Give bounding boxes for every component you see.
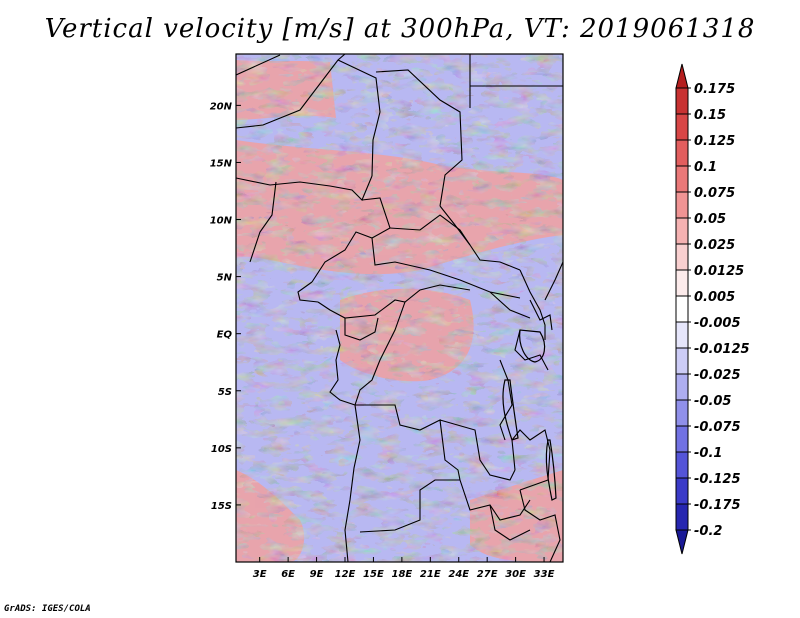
- lon-tick-label: 6E: [281, 569, 295, 580]
- colorbar-box: [675, 113, 689, 141]
- colorbar-label: 0.125: [694, 134, 735, 149]
- colorbar-label: 0.05: [694, 212, 726, 227]
- colorbar-label: -0.075: [694, 420, 741, 435]
- lon-tick-label: 30E: [505, 569, 526, 580]
- lat-tick-label: 15S: [211, 501, 232, 512]
- colorbar-label: 0.005: [694, 290, 735, 305]
- colorbar-label: -0.175: [694, 498, 741, 513]
- lon-tick-label: 33E: [534, 569, 555, 580]
- colorbar-box: [675, 139, 689, 167]
- lat-tick-label: 5S: [218, 387, 232, 398]
- map-frame: [235, 53, 564, 563]
- colorbar-label: -0.125: [694, 472, 741, 487]
- colorbar-label: -0.0125: [694, 342, 750, 357]
- lon-tick-label: 24E: [448, 569, 469, 580]
- colorbar-label: 0.15: [694, 108, 726, 123]
- colorbar-box: [675, 503, 689, 531]
- plot-title: Vertical velocity [m/s] at 300hPa, VT: 2…: [44, 14, 756, 44]
- country-borders: [236, 54, 563, 562]
- lon-tick-label: 9E: [310, 569, 324, 580]
- colorbar-box: [675, 295, 689, 323]
- colorbar-box: [675, 399, 689, 427]
- latitude-axis: 20N 15N 10N 5N EQ 5S 10S 15S: [210, 101, 241, 512]
- colorbar-label: -0.025: [694, 368, 741, 383]
- colorbar-label: 0.1: [694, 160, 717, 175]
- lon-tick-label: 18E: [391, 569, 412, 580]
- colorbar-box: [675, 477, 689, 505]
- lon-tick-label: 21E: [420, 569, 441, 580]
- lat-tick-label: 5N: [217, 273, 233, 284]
- vertical-velocity-field: [236, 54, 563, 562]
- colorbar-box: [675, 243, 689, 271]
- colorbar-label: -0.005: [694, 316, 741, 331]
- longitude-axis: 3E 6E 9E 12E 15E 18E 21E 24E 27E 30E 33E: [253, 557, 555, 580]
- colorbar-min-triangle: [675, 529, 689, 555]
- colorbar-label: -0.05: [694, 394, 731, 409]
- lat-tick-label: 10N: [210, 216, 233, 227]
- software-credit: GrADS: IGES/COLA: [4, 604, 91, 614]
- colorbar-box: [675, 425, 689, 453]
- lat-tick-label: 20N: [210, 101, 233, 112]
- colorbar-label: -0.2: [694, 524, 722, 539]
- colorbar-box: [675, 87, 689, 115]
- colorbar-label: 0.075: [694, 186, 735, 201]
- colorbar-box: [675, 373, 689, 401]
- colorbar-label: -0.1: [694, 446, 722, 461]
- colorbar-box: [675, 347, 689, 375]
- lat-tick-label: 10S: [211, 444, 232, 455]
- lake-outlines: [502, 329, 557, 501]
- colorbar-label: 0.0125: [694, 264, 744, 279]
- colorbar-label: 0.175: [694, 82, 735, 97]
- colorbar-box: [675, 321, 689, 349]
- colorbar-max-triangle: [675, 63, 689, 89]
- colorbar-box: [675, 191, 689, 219]
- lon-tick-label: 3E: [253, 569, 267, 580]
- lat-tick-label: EQ: [217, 330, 233, 341]
- lon-tick-label: 12E: [335, 569, 356, 580]
- colorbar-box: [675, 217, 689, 245]
- colorbar-box: [675, 269, 689, 297]
- lon-tick-label: 27E: [477, 569, 498, 580]
- lat-tick-label: 15N: [210, 158, 233, 169]
- colorbar-box: [675, 451, 689, 479]
- lon-tick-label: 15E: [363, 569, 384, 580]
- colorbar: 0.175 0.15 0.125 0.1 0.075 0.05 0.025 0.0125 0.0…: [675, 63, 750, 555]
- colorbar-box: [675, 165, 689, 193]
- colorbar-label: 0.025: [694, 238, 735, 253]
